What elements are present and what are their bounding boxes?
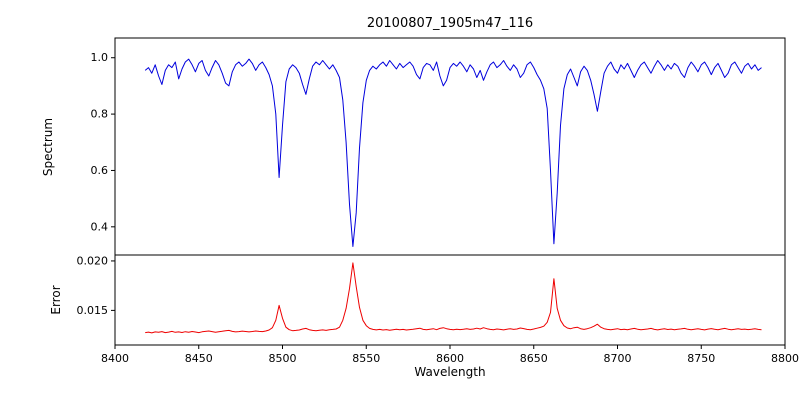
error-y-axis-label: Error [49,285,63,314]
x-axis-label: Wavelength [414,365,485,379]
error-panel: 0.015 0.020 8400 8450 8500 8550 8600 8650 8700 87… [77,254,800,365]
spectrum-panel: 0.4 0.6 0.8 1.0 [91,37,786,256]
x-tick-label: 8600 [436,352,464,365]
error-line-frame [114,254,786,346]
x-tick-label: 8400 [101,352,129,365]
x-tick-label: 8800 [771,352,799,365]
x-tick-label: 8450 [185,352,213,365]
x-tick-label: 8750 [687,352,715,365]
y-tick-label: 0.4 [91,220,109,233]
chart-title: 20100807_1905m47_116 [367,16,533,31]
spectrum-line-frame [114,37,786,256]
spectrum-y-axis-label: Spectrum [41,118,55,176]
x-tick-label: 8700 [604,352,632,365]
y-tick-label: 0.020 [77,254,109,267]
y-tick-label: 0.6 [91,164,109,177]
x-tick-label: 8650 [520,352,548,365]
x-tick-label: 8500 [269,352,297,365]
y-tick-label: 0.8 [91,108,109,121]
y-tick-label: 0.015 [77,304,109,317]
error-line [145,262,762,334]
spectrum-line [144,58,762,247]
y-tick-label: 1.0 [91,51,109,64]
x-tick-label: 8550 [352,352,380,365]
